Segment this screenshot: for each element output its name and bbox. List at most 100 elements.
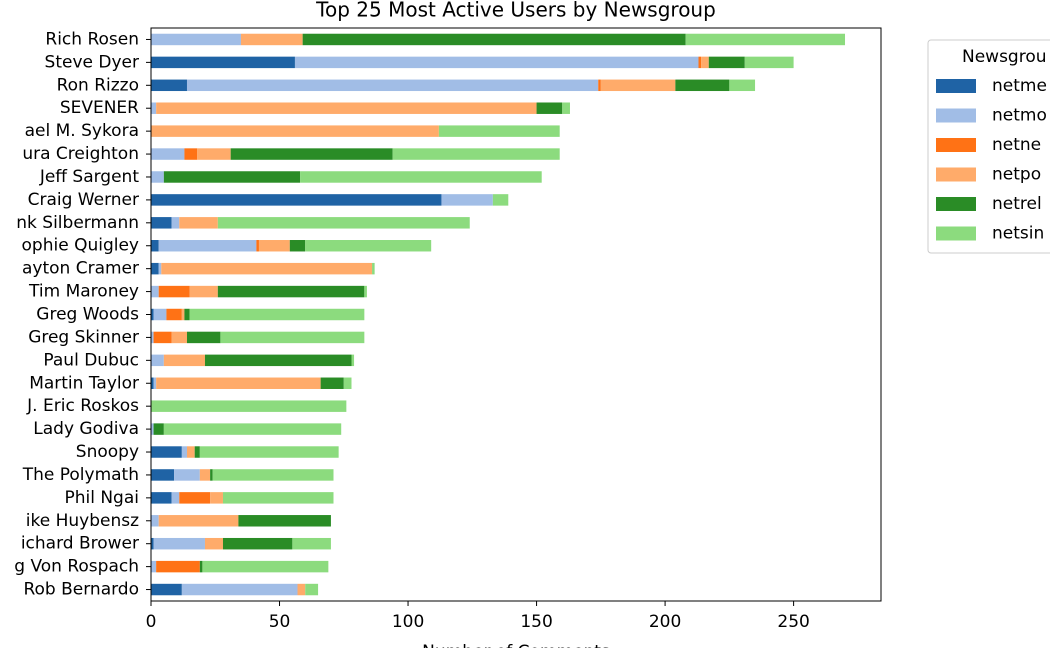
bar-segment — [151, 446, 182, 458]
bar-segment — [305, 583, 319, 596]
y-tick-label: ophie Quigley — [22, 236, 139, 256]
bar-segment — [294, 56, 699, 69]
bar-segment — [151, 354, 164, 367]
x-tick-label: 200 — [649, 612, 681, 632]
bar-segment — [179, 217, 218, 229]
bar-segment — [151, 125, 439, 137]
bar-segment — [153, 537, 205, 550]
bar-segment — [222, 537, 293, 550]
bar-segment — [186, 331, 221, 344]
bar-segment — [297, 583, 306, 596]
bar-segment — [351, 354, 355, 367]
bar-segment — [158, 515, 239, 527]
bar-segment — [156, 377, 321, 389]
bar-segment — [222, 492, 334, 504]
y-tick-label: nk Silbermann — [16, 213, 139, 233]
bar-segment — [685, 33, 846, 46]
bar-segment — [171, 217, 180, 229]
bar-segment — [305, 240, 432, 252]
bar-segment — [151, 515, 159, 527]
legend-title: Newsgrou — [962, 47, 1047, 67]
bar-segment — [151, 262, 159, 275]
y-tick-label: g Von Rospach — [14, 557, 139, 577]
bar-segment — [199, 469, 211, 481]
x-tick-label: 100 — [392, 612, 424, 632]
bar-segment — [258, 240, 290, 252]
bar-segment — [204, 537, 223, 550]
bar-segment — [181, 308, 185, 321]
bar-segment — [186, 79, 599, 92]
bar-segment — [181, 446, 187, 458]
legend-label: netne — [992, 135, 1041, 155]
chart-title: Top 25 Most Active Users by Newsgroup — [315, 0, 716, 22]
bar-segment — [364, 285, 367, 298]
bar-segment — [189, 285, 218, 298]
bar-segment — [320, 377, 344, 389]
y-tick-label: ike Huybensz — [26, 511, 139, 531]
bar-segment — [197, 148, 231, 160]
y-tick-label: Martin Taylor — [29, 373, 139, 393]
bar-segment — [210, 492, 223, 504]
bar-segment — [289, 240, 306, 252]
bar-segment — [184, 148, 198, 160]
bar-segment — [698, 56, 702, 69]
bar-segment — [156, 102, 537, 114]
bar-segment — [181, 583, 298, 596]
y-tick-label: Greg Skinner — [28, 327, 139, 347]
bar-segment — [151, 400, 347, 412]
bar-segment — [220, 331, 365, 344]
bar-segment — [562, 102, 570, 114]
bar-segment — [171, 331, 187, 344]
y-tick-label: Lady Godiva — [33, 419, 139, 439]
legend-label: netpo — [992, 165, 1041, 185]
bar-segment — [199, 560, 203, 573]
bar-segment — [240, 33, 303, 46]
bar-segment — [202, 560, 329, 573]
bar-segment — [151, 217, 172, 229]
bar-segment — [199, 446, 339, 458]
bar-segment — [151, 148, 185, 160]
y-tick-label: Steve Dyer — [45, 52, 139, 72]
x-tick-label: 0 — [146, 612, 157, 632]
bar-segment — [600, 79, 676, 92]
y-tick-label: ayton Cramer — [22, 259, 139, 279]
bar-segment — [536, 102, 563, 114]
bar-segment — [302, 33, 686, 46]
bar-segment — [256, 240, 259, 252]
bar-segment — [153, 331, 172, 344]
x-tick-label: 150 — [520, 612, 552, 632]
y-tick-label: Snoopy — [76, 442, 139, 462]
bar-segment — [189, 308, 365, 321]
legend-swatch — [936, 108, 976, 123]
legend-swatch — [936, 197, 976, 211]
legend-swatch — [936, 79, 976, 93]
bar-segment — [300, 171, 542, 183]
legend-label: netmo — [992, 106, 1047, 126]
bar-segment — [184, 308, 190, 321]
bar-segment — [151, 194, 442, 206]
bar-segment — [151, 469, 175, 481]
legend-swatch — [936, 226, 976, 241]
y-tick-label: Phil Ngai — [64, 488, 139, 508]
legend-swatch — [936, 167, 976, 182]
bar-segment — [438, 125, 560, 137]
y-tick-label: ichard Brower — [21, 534, 139, 554]
bar-segment — [151, 102, 157, 114]
bar-segment — [675, 79, 730, 92]
bar-segment — [204, 354, 352, 367]
bar-segment — [156, 560, 200, 573]
bar-segment — [392, 148, 560, 160]
bar-segment — [701, 56, 709, 69]
bar-segment — [186, 446, 195, 458]
bar-segment — [492, 194, 509, 206]
bar-segment — [217, 285, 365, 298]
y-tick-label: J. Eric Roskos — [26, 396, 139, 416]
bar-segment — [238, 515, 331, 527]
bar-segment — [217, 217, 470, 229]
bar-segment — [161, 262, 373, 275]
bar-segment — [212, 469, 334, 481]
y-tick-label: Rich Rosen — [45, 29, 139, 49]
bar-segment — [153, 308, 167, 321]
y-tick-label: Rob Bernardo — [23, 580, 139, 600]
bar-segment — [151, 56, 295, 69]
